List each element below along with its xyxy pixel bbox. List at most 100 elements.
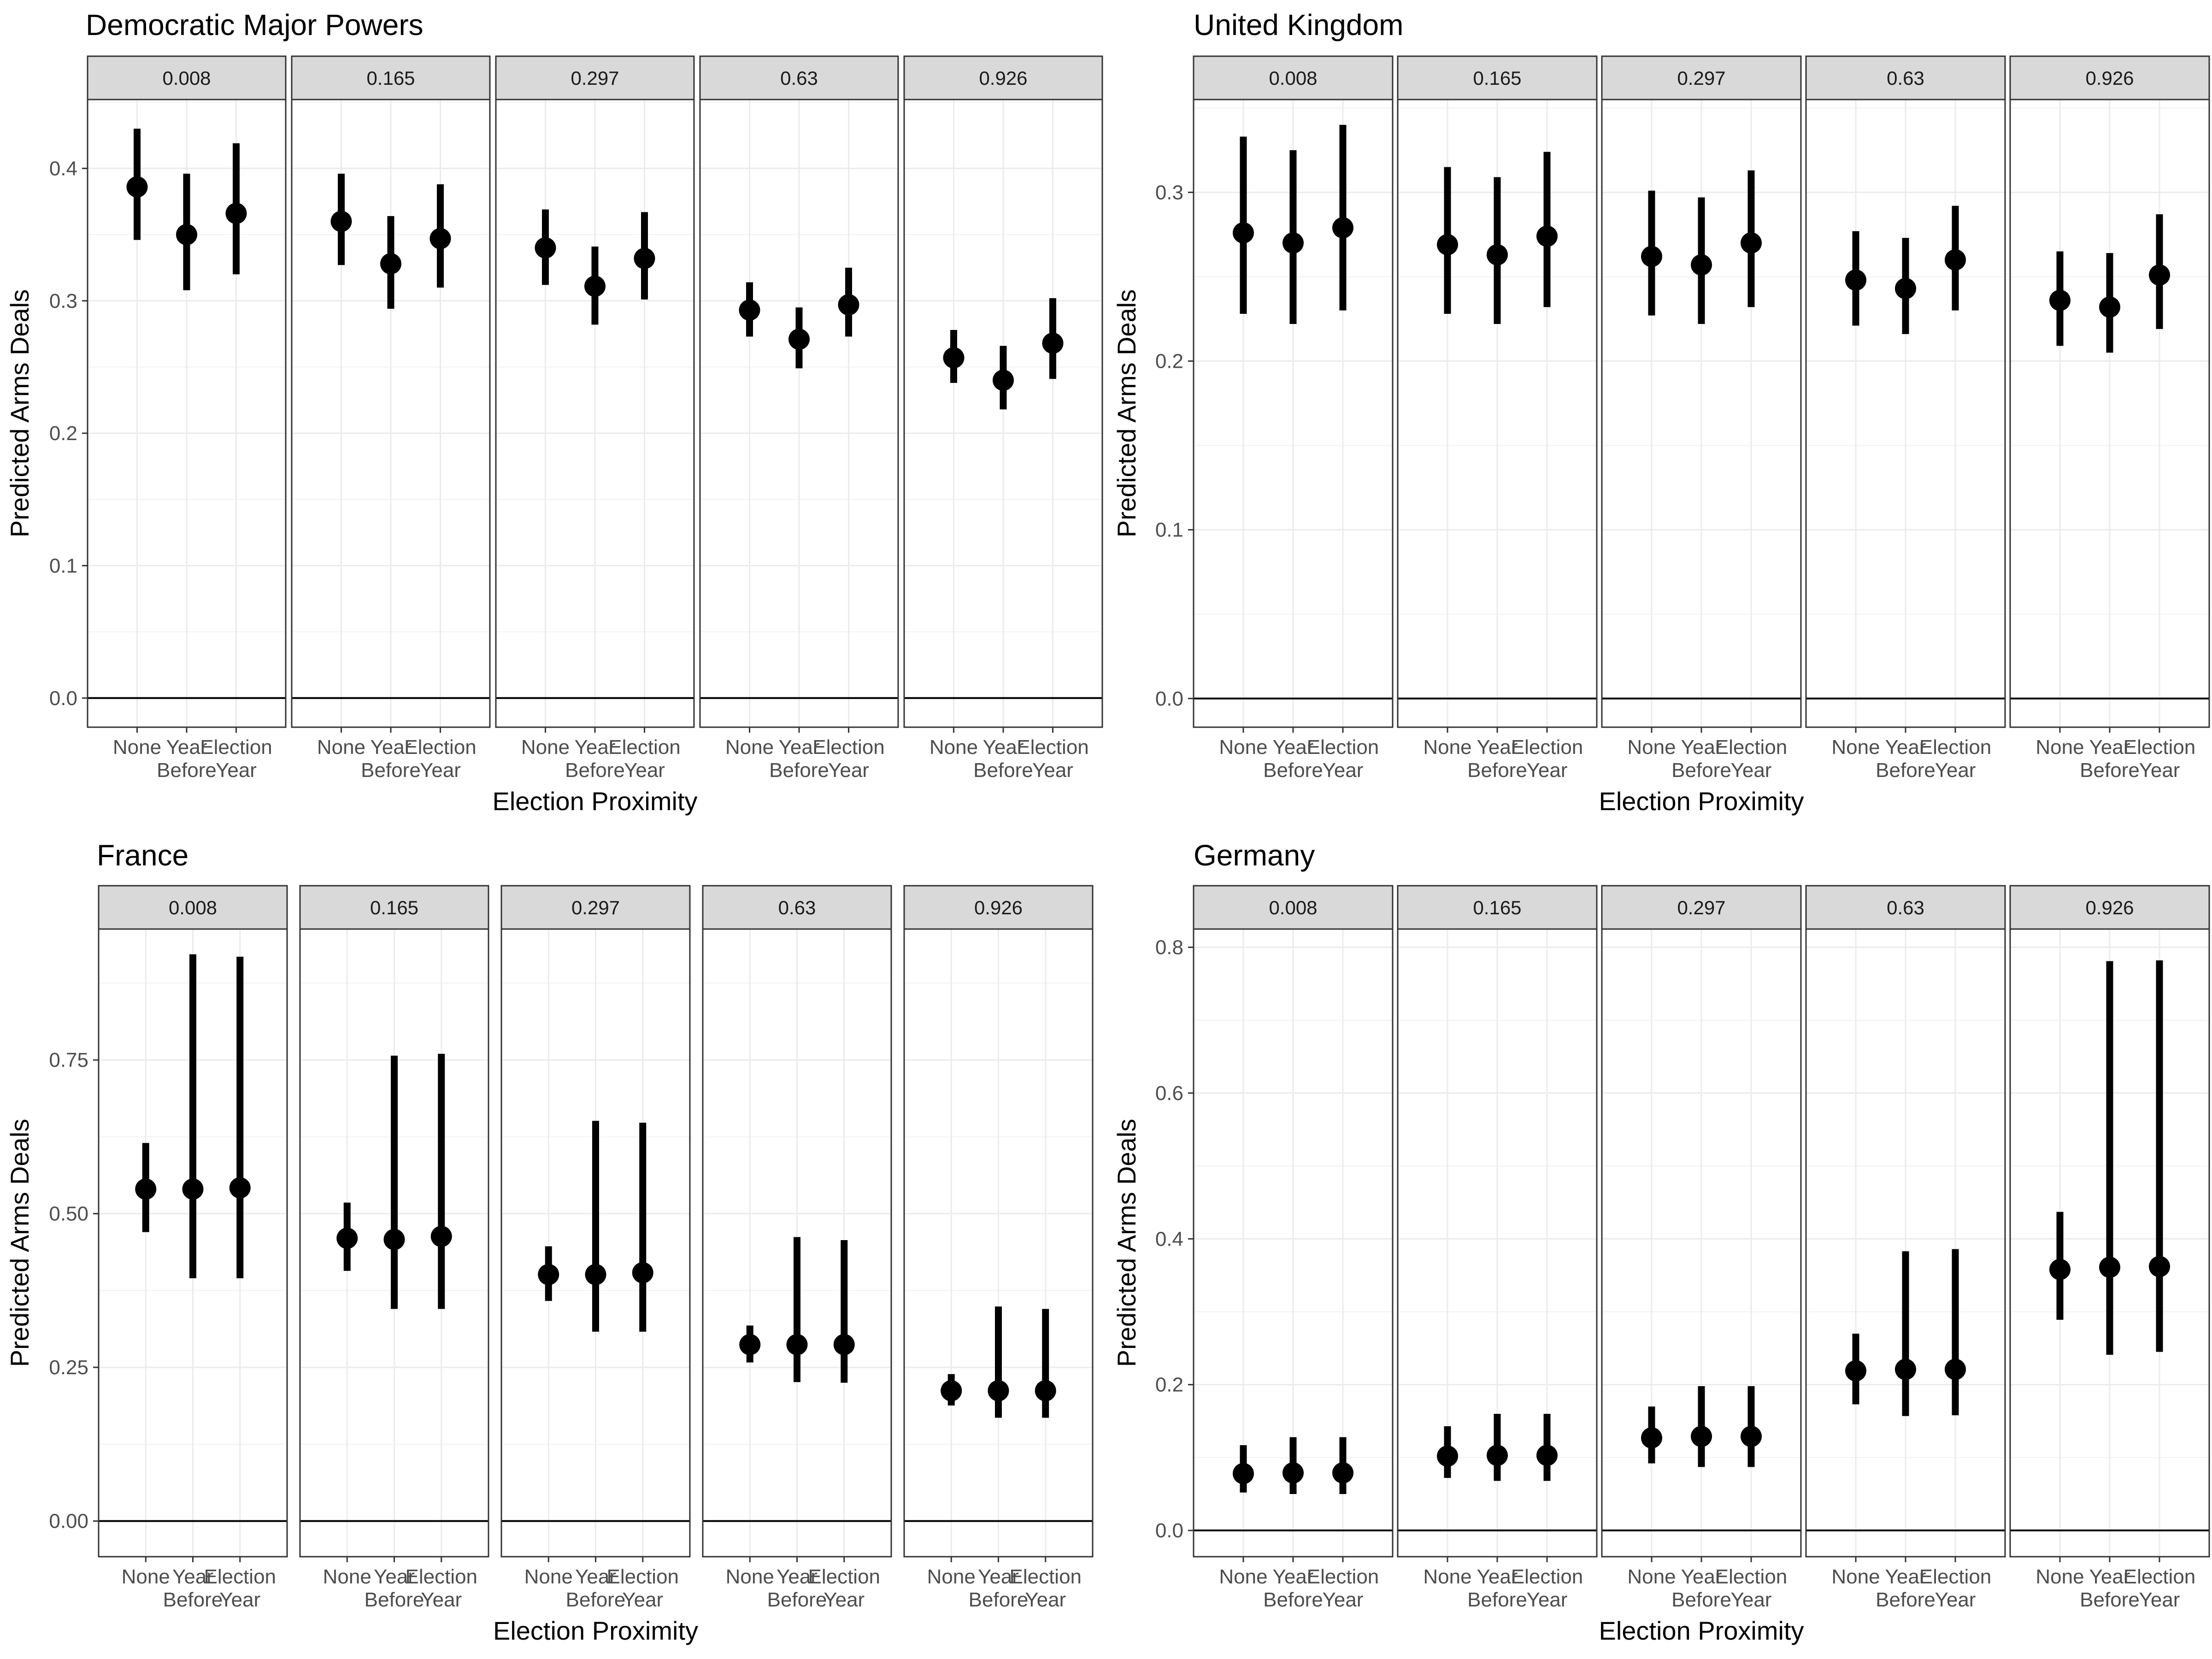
x-tick-label: Before [163, 1588, 223, 1611]
y-tick-label: 0.1 [49, 554, 77, 577]
x-tick-label: Election [808, 1565, 880, 1588]
x-tick-label: Before [565, 759, 625, 782]
facet-strip-label: 0.63 [1887, 897, 1924, 918]
point-estimate [739, 299, 760, 321]
point-estimate [988, 1380, 1009, 1401]
y-tick-label: 0.0 [49, 687, 77, 710]
facet-strip [1805, 885, 2006, 930]
panel-title: United Kingdom [1194, 8, 1403, 41]
facet-strip-label: 0.165 [370, 897, 418, 918]
x-tick-label: None [1831, 736, 1880, 759]
point-estimate [330, 211, 352, 232]
point-estimate [1437, 1445, 1458, 1467]
y-tick-label: 0.6 [1155, 1082, 1183, 1105]
chart-panel-0: Democratic Major Powers Predicted Arms De… [5, 8, 1103, 816]
x-tick-label: Election [1919, 736, 1992, 759]
point-estimate [786, 1334, 808, 1355]
panel-title: France [97, 839, 188, 872]
x-tick-label: None [521, 736, 570, 759]
x-tick-label: Year [1323, 1588, 1364, 1611]
x-tick-label: Year [1885, 736, 1926, 759]
x-tick-label: Election [1511, 1565, 1583, 1588]
point-estimate [336, 1227, 358, 1249]
x-tick-label: Election [1715, 736, 1788, 759]
point-estimate [943, 347, 965, 369]
x-tick-label: Year [1681, 1565, 1722, 1588]
facet-strip [903, 55, 1103, 100]
point-estimate [1487, 1445, 1508, 1466]
point-estimate [1895, 1359, 1916, 1380]
point-estimate [634, 247, 655, 269]
point-estimate [383, 1229, 405, 1250]
x-tick-label: Election [1919, 1565, 1992, 1588]
facet-strip [1601, 885, 1802, 930]
panel-title: Democratic Major Powers [86, 8, 424, 41]
point-estimate [833, 1334, 855, 1355]
x-tick-label: Election [1009, 1565, 1082, 1588]
point-estimate [1536, 1445, 1558, 1466]
point-estimate [1691, 254, 1712, 276]
y-tick-label: 0.2 [1155, 350, 1183, 373]
x-tick-label: Before [1876, 1588, 1936, 1611]
point-estimate [182, 1178, 204, 1200]
point-estimate [380, 253, 401, 275]
x-tick-label: Year [1273, 1565, 1314, 1588]
x-tick-label: Year [219, 1588, 260, 1611]
x-tick-label: None [726, 1565, 774, 1588]
x-tick-label: Election [812, 736, 885, 759]
facet-strip [2009, 885, 2210, 930]
x-tick-label: Before [1263, 1588, 1323, 1611]
facet-strip [1397, 885, 1598, 930]
point-estimate [1895, 278, 1916, 300]
point-estimate [788, 329, 810, 350]
chart-panel-3: Germany Predicted Arms Deals Election Prox… [1112, 839, 2210, 1645]
y-axis-title: Predicted Arms Deals [1112, 1119, 1141, 1367]
point-estimate [1845, 269, 1866, 291]
x-tick-label: Election [2124, 736, 2196, 759]
x-tick-label: None [113, 736, 161, 759]
point-estimate [1945, 249, 1966, 271]
facet-strip-label: 0.926 [979, 67, 1027, 89]
point-estimate [838, 294, 859, 316]
x-tick-label: Before [1467, 759, 1527, 782]
point-estimate [1233, 222, 1254, 244]
x-tick-label: None [1423, 1565, 1471, 1588]
facet-strip-label: 0.008 [162, 67, 211, 89]
x-tick-label: Year [2139, 1588, 2180, 1611]
facet-strip [1193, 885, 1394, 930]
y-tick-label: 0.3 [49, 290, 77, 312]
point-estimate [135, 1178, 157, 1200]
x-tick-label: Before [2080, 1588, 2140, 1611]
point-estimate [2099, 296, 2120, 318]
x-tick-label: Year [1731, 759, 1772, 782]
point-estimate [535, 237, 556, 259]
x-tick-label: Election [606, 1565, 679, 1588]
facet-strip-label: 0.926 [2085, 897, 2134, 918]
y-axis-title: Predicted Arms Deals [5, 1119, 34, 1367]
x-tick-label: Before [769, 759, 829, 782]
facet-strip-label: 0.165 [1473, 897, 1521, 918]
x-axis-title: Election Proximity [492, 787, 697, 816]
x-tick-label: Election [1511, 736, 1583, 759]
x-tick-label: Election [200, 736, 272, 759]
x-tick-label: Year [575, 1565, 616, 1588]
point-estimate [941, 1380, 962, 1401]
x-tick-label: Election [405, 1565, 477, 1588]
panel-title: Germany [1194, 839, 1315, 872]
x-tick-label: Before [1671, 1588, 1731, 1611]
chart-panel-1: United Kingdom Predicted Arms Deals Electi… [1112, 8, 2210, 816]
x-tick-label: None [323, 1565, 371, 1588]
facet-strip-label: 0.297 [1677, 897, 1725, 918]
y-tick-label: 0.2 [1155, 1374, 1183, 1396]
x-tick-label: Year [978, 1565, 1019, 1588]
point-estimate [584, 276, 606, 297]
facet-strip-label: 0.63 [780, 67, 818, 89]
